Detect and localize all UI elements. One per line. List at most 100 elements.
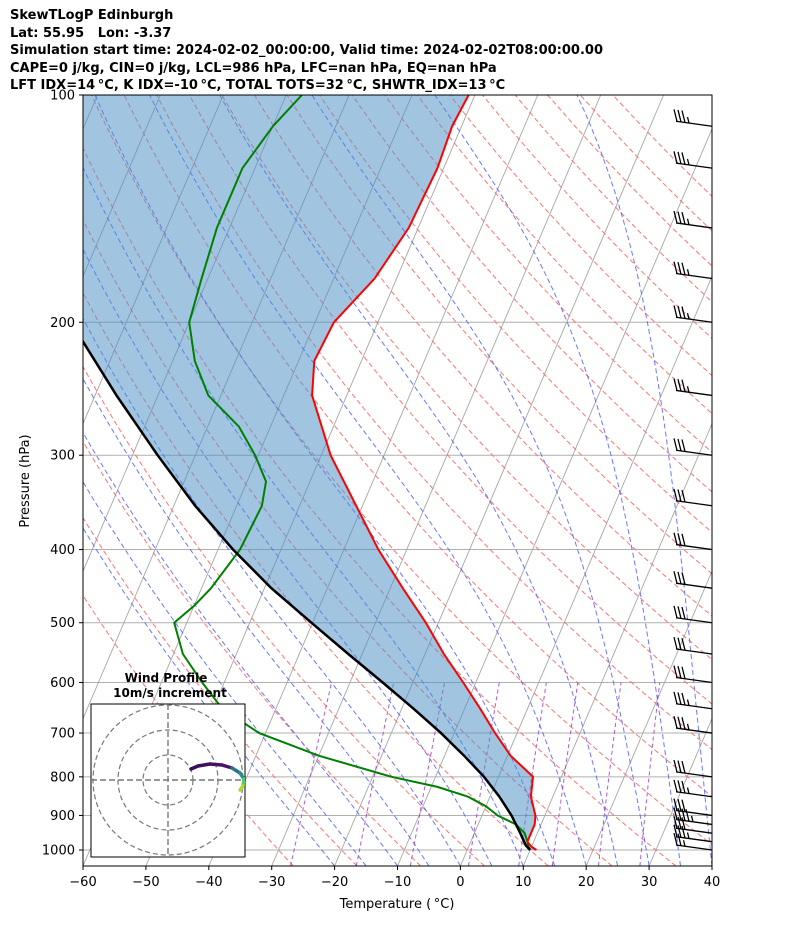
x-tick-label: −50 <box>132 875 159 890</box>
wind-barb-shaft <box>675 222 713 229</box>
dry-adiabat-line <box>83 365 485 866</box>
dewpoint-line <box>173 95 531 851</box>
wind-barb <box>673 605 713 624</box>
wind-barb-shaft <box>675 162 713 169</box>
wind-barb-half-flag <box>686 723 690 731</box>
y-tick-label: 200 <box>50 316 75 331</box>
y-tick-label: 800 <box>50 770 75 785</box>
wind-barb <box>673 832 713 851</box>
wind-barb <box>673 378 713 397</box>
wind-barb-flag <box>673 571 678 584</box>
wind-barb-shaft <box>675 836 713 843</box>
hodograph-inset: Wind Profile 10m/s increment <box>90 671 246 858</box>
y-tick-label: 600 <box>50 676 75 691</box>
mixing-ratio-line <box>551 682 579 866</box>
wind-barb-flag <box>681 638 686 651</box>
wind-barb-half-flag <box>682 840 686 847</box>
wind-barb-flag <box>681 262 686 275</box>
wind-barb-flag <box>677 109 682 123</box>
wind-barb-shaft <box>675 120 713 127</box>
wind-barb-shaft <box>675 389 713 397</box>
wind-barb <box>673 636 713 655</box>
wind-barb-flag <box>677 760 682 773</box>
y-tick-label: 500 <box>50 616 75 631</box>
isotherm-line <box>585 570 712 866</box>
wind-barb-shaft <box>675 771 713 778</box>
wind-barb <box>673 151 713 169</box>
dry-adiabat-line <box>547 95 712 267</box>
wind-barb-flag <box>677 606 682 619</box>
wind-barb-flag <box>681 760 686 774</box>
wind-barb-flag <box>677 378 682 392</box>
y-tick-label: 900 <box>50 809 75 824</box>
wind-barb-flag <box>681 439 686 452</box>
wind-barb-flag <box>681 533 686 546</box>
hodograph-trace <box>196 762 212 768</box>
wind-barb-flag <box>677 780 682 793</box>
wind-barb-half-flag <box>686 832 690 839</box>
x-tick-label: −60 <box>69 875 96 890</box>
wind-barb-flag <box>681 606 686 620</box>
wind-barb <box>673 816 713 834</box>
temperature-line <box>311 95 537 851</box>
isotherm-line <box>271 95 602 866</box>
wind-barb-flag <box>681 379 686 392</box>
parcel-profile-line <box>83 339 532 851</box>
mixing-ratio-line <box>597 682 622 866</box>
wind-barb-shaft <box>675 844 713 851</box>
wind-barb-flag <box>673 832 678 846</box>
wind-barb-half-flag <box>686 312 690 320</box>
wind-barb-flag <box>673 438 678 451</box>
wind-barb-shaft <box>675 791 713 798</box>
wind-barb-flag <box>681 817 686 830</box>
y-tick-label: 400 <box>50 543 75 558</box>
dry-adiabat-line <box>83 516 358 866</box>
y-axis-label: Pressure (hPa) <box>18 434 33 527</box>
isotherm-line <box>459 275 712 866</box>
mixing-ratio-line <box>468 682 500 866</box>
wind-barb-flag <box>673 305 678 318</box>
wind-barb-shaft <box>675 316 713 323</box>
wind-barb-flag <box>681 799 686 812</box>
x-tick-label: 0 <box>456 875 464 890</box>
x-tick-label: −20 <box>321 875 348 890</box>
wind-barb-half-flag <box>686 218 690 225</box>
moist-adiabat-line <box>311 95 650 866</box>
y-tick-label: 300 <box>50 449 75 464</box>
wind-barb-half-flag <box>686 269 690 276</box>
wind-barb-flag <box>677 807 682 821</box>
wind-barb-flag <box>673 532 678 545</box>
dry-adiabat-line <box>384 95 712 453</box>
wind-barb-shaft <box>675 543 713 551</box>
parameters-line: CAPE=0 j/kg, CIN=0 j/kg, LCL=986 hPa, LF… <box>10 60 497 76</box>
y-tick-label: 700 <box>50 727 75 742</box>
y-tick-label: 1000 <box>42 844 75 859</box>
wind-barb-flag <box>677 833 682 846</box>
wind-barb-flag <box>677 637 682 650</box>
dry-adiabat-line <box>416 95 712 415</box>
x-axis-label: Temperature ( °C) <box>339 897 455 912</box>
wind-barb <box>673 779 713 798</box>
isotherm-line <box>522 422 712 866</box>
hodograph-trace <box>238 784 245 792</box>
wind-barb-flag <box>677 571 682 585</box>
wind-barb-flag <box>677 816 682 830</box>
moist-adiabat-line <box>83 317 461 866</box>
wind-barb-shaft <box>675 827 713 834</box>
wind-barb-shaft <box>675 648 713 655</box>
wind-barb-flag <box>681 666 686 679</box>
wind-barb-shaft <box>675 582 713 589</box>
wind-barb-shaft <box>675 727 713 734</box>
isotherm-line <box>397 127 712 866</box>
wind-barb-flag <box>677 262 682 275</box>
mixing-ratio-line <box>639 682 661 866</box>
hodograph-title: Wind Profile <box>125 671 208 685</box>
dry-adiabat-line <box>91 95 712 846</box>
wind-barb-flag <box>673 488 678 502</box>
location-line: Lat: 55.95 Lon: -3.37 <box>10 25 172 41</box>
wind-barb-flag <box>673 605 678 619</box>
wind-barb-flag <box>681 572 686 585</box>
wind-barb-half-flag <box>686 158 690 166</box>
wind-barb-shaft <box>675 617 713 624</box>
wind-barb <box>673 305 713 323</box>
